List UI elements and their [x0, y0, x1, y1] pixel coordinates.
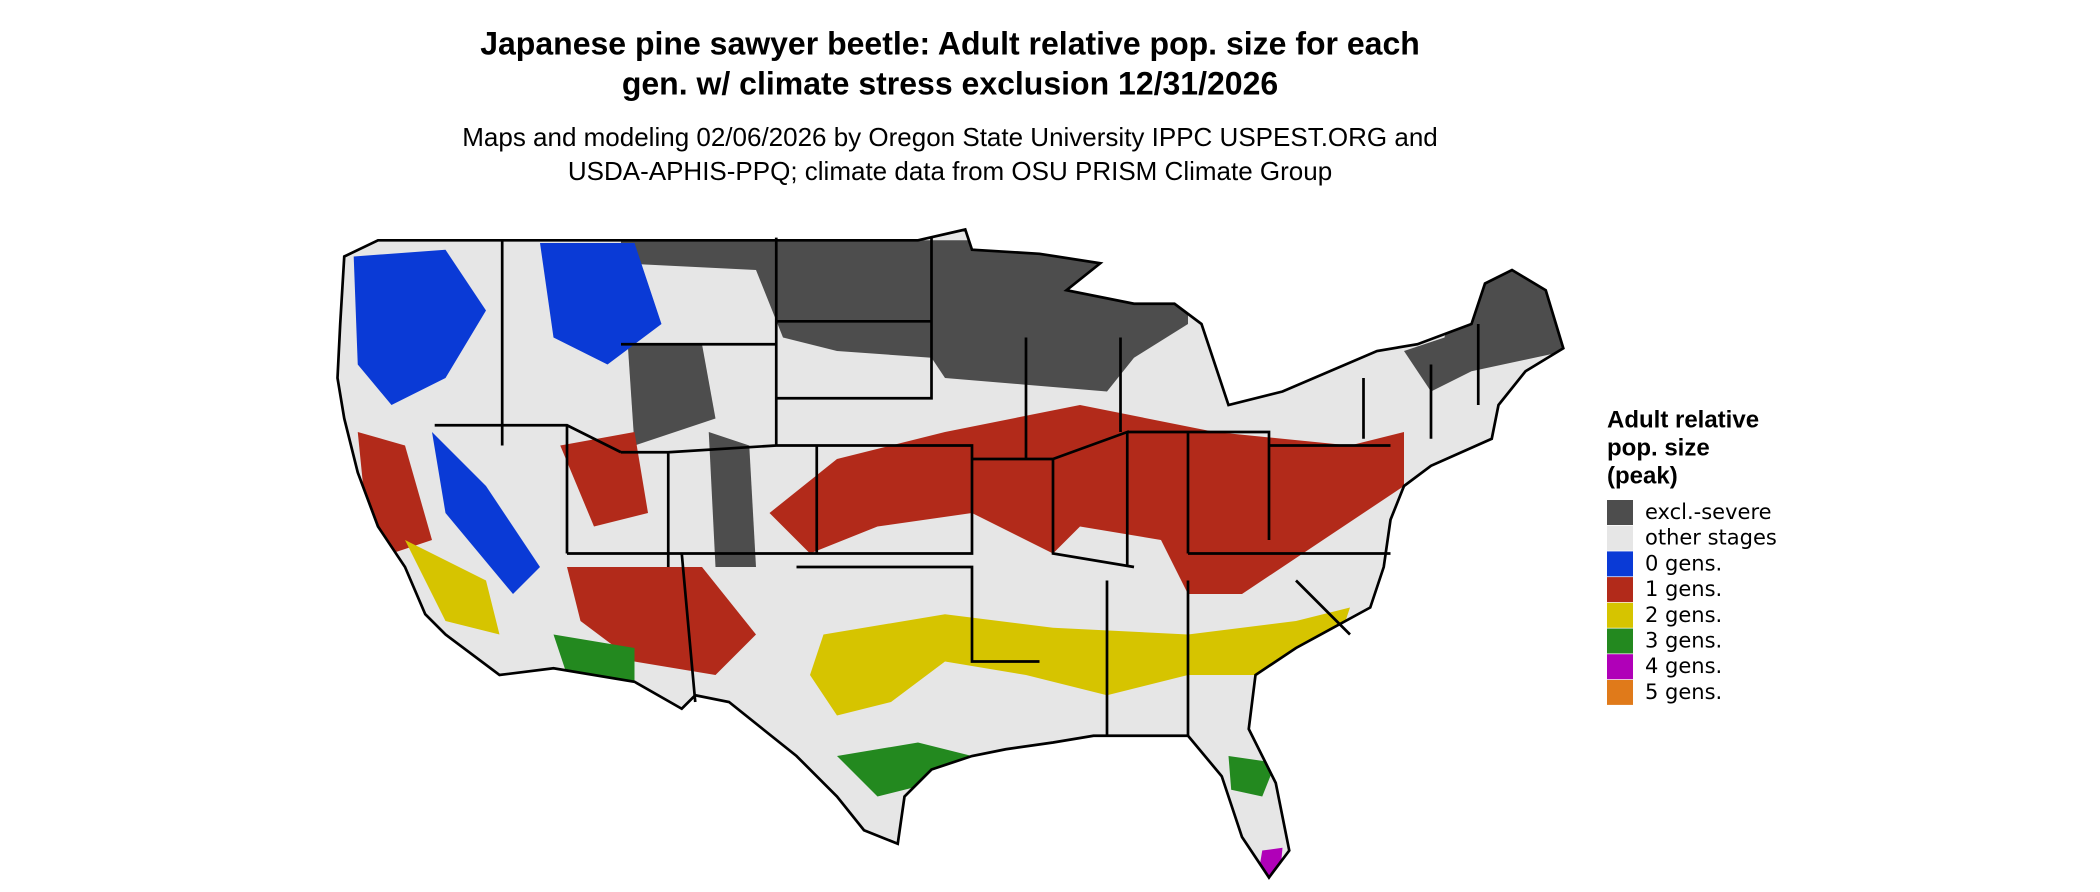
legend-label: 0 gens. — [1645, 551, 1722, 575]
region — [1404, 270, 1564, 392]
subtitle: Maps and modeling 02/06/2026 by Oregon S… — [462, 122, 1438, 152]
legend: Adult relative pop. size (peak) excl.-se… — [1607, 406, 1777, 705]
region — [837, 742, 972, 797]
legend-swatch — [1607, 500, 1633, 525]
region — [769, 405, 1404, 594]
region — [810, 607, 1350, 716]
legend-label: 2 gens. — [1645, 603, 1722, 627]
state-borders — [336, 228, 1565, 879]
region — [432, 432, 540, 594]
region — [627, 344, 716, 446]
legend-swatch — [1607, 654, 1633, 680]
legend-swatch — [1607, 679, 1633, 705]
region — [540, 243, 662, 365]
legend-swatch — [1607, 551, 1633, 577]
legend-swatch — [1607, 525, 1633, 551]
region — [567, 567, 756, 675]
legend-title: Adult relative — [1607, 406, 1759, 433]
legend-swatch — [1607, 602, 1633, 628]
region — [405, 540, 500, 635]
legend-title: (peak) — [1607, 462, 1678, 489]
region — [621, 240, 1188, 392]
legend-swatch — [1607, 628, 1633, 654]
legend-title: pop. size — [1607, 434, 1710, 461]
legend-label: other stages — [1645, 526, 1777, 550]
region — [1228, 756, 1276, 797]
subtitle: USDA-APHIS-PPQ; climate data from OSU PR… — [568, 156, 1332, 186]
title: gen. w/ climate stress exclusion 12/31/2… — [622, 65, 1278, 101]
region — [353, 249, 486, 405]
legend-label: 1 gens. — [1645, 577, 1722, 601]
legend-swatch — [1607, 577, 1633, 603]
region — [560, 432, 648, 527]
region — [708, 432, 756, 567]
legend-label: 5 gens. — [1645, 680, 1722, 704]
legend-label: 4 gens. — [1645, 654, 1722, 678]
map — [336, 228, 1565, 879]
legend-label: excl.-severe — [1645, 500, 1772, 524]
title: Japanese pine sawyer beetle: Adult relat… — [480, 25, 1420, 61]
legend-label: 3 gens. — [1645, 629, 1722, 653]
